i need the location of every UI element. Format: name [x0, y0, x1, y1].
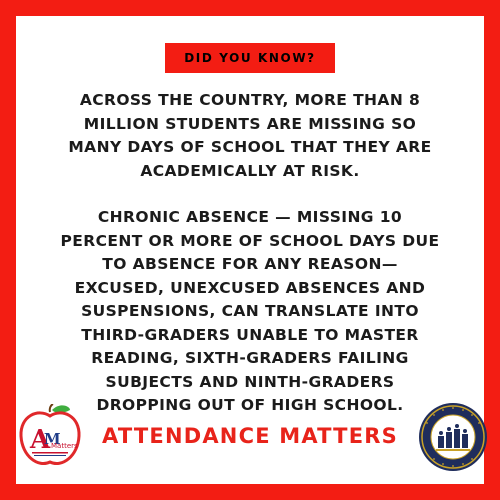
chronic-absence-paragraph: CHRONIC ABSENCE — MISSING 10 PERCENT OR …: [60, 208, 440, 414]
svg-text:M: M: [44, 430, 61, 448]
statistic-paragraph: ACROSS THE COUNTRY, MORE THAN 8 MILLION …: [68, 91, 432, 180]
apple-attendance-matters-logo: A M Matters: [16, 403, 84, 470]
school-district-seal-logo: [418, 402, 488, 472]
did-you-know-badge: DID YOU KNOW?: [165, 43, 335, 73]
attendance-matters-title: ATTENDANCE MATTERS: [102, 424, 398, 448]
svg-text:Matters: Matters: [51, 442, 78, 450]
badge-label: DID YOU KNOW?: [184, 51, 316, 65]
svg-text:A: A: [29, 425, 51, 455]
